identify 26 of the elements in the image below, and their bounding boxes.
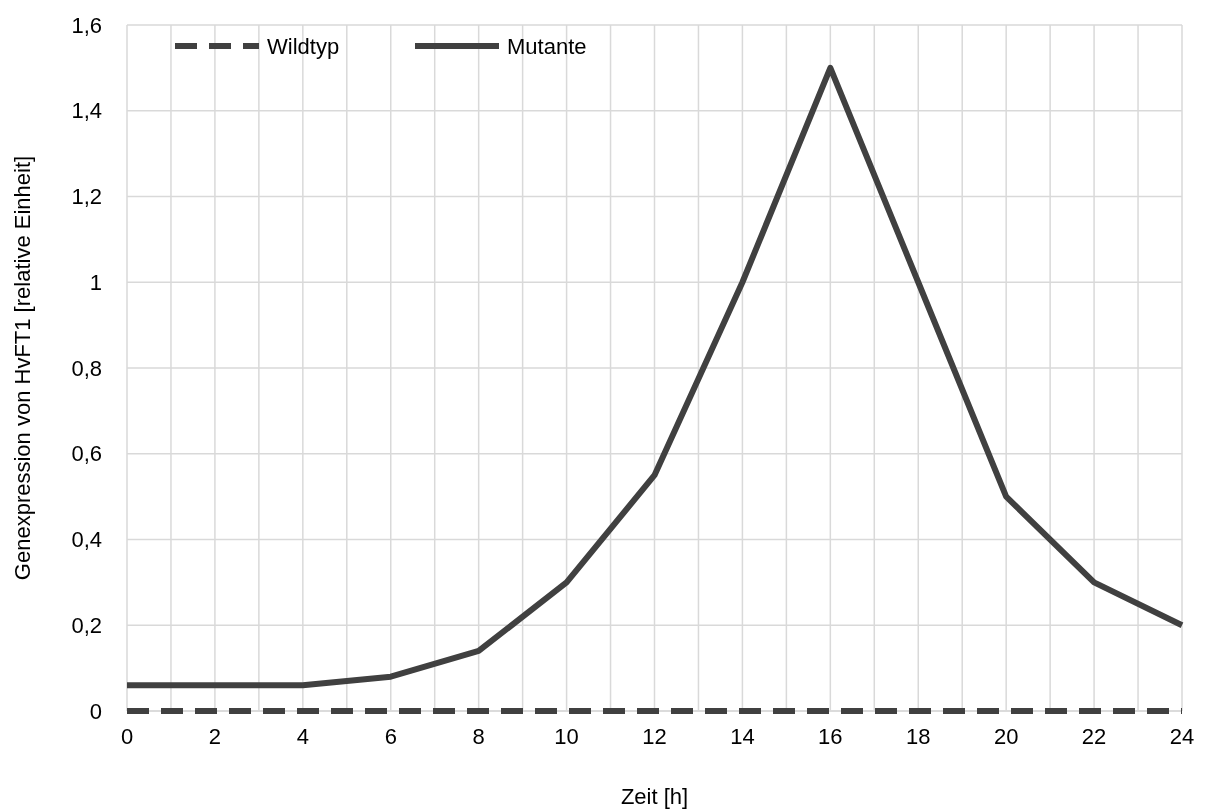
- x-tick-label: 18: [906, 724, 931, 749]
- x-tick-label: 16: [818, 724, 843, 749]
- y-tick-label: 1,2: [71, 184, 102, 210]
- x-tick-label: 12: [642, 724, 667, 749]
- x-tick-label: 20: [993, 724, 1019, 749]
- y-tick-label: 0: [89, 698, 102, 724]
- y-tick-label: 0,6: [71, 441, 102, 467]
- y-tick-label: 1: [89, 269, 102, 295]
- x-axis-title: Zeit [h]: [620, 784, 689, 809]
- x-tick-label: 8: [472, 724, 485, 749]
- x-tick-label: 6: [384, 724, 397, 749]
- x-tick-label: 14: [730, 724, 755, 749]
- x-tick-label: 24: [1169, 724, 1195, 749]
- x-tick-label: 4: [296, 724, 309, 749]
- y-tick-label: 1,6: [71, 12, 102, 38]
- y-tick-label: 1,4: [71, 98, 102, 124]
- legend-label: Mutante: [507, 33, 587, 59]
- y-tick-label: 0,4: [71, 527, 102, 553]
- y-tick-label: 0,2: [71, 612, 102, 638]
- legend-label: Wildtyp: [267, 33, 340, 59]
- x-tick-label: 0: [120, 724, 134, 749]
- x-tick-label: 22: [1081, 724, 1107, 749]
- y-tick-label: 0,8: [71, 355, 102, 381]
- x-tick-label: 10: [554, 724, 579, 749]
- x-tick-label: 2: [208, 724, 222, 749]
- y-axis-title: Genexpression von HvFT1 [relative Einheit]: [10, 155, 35, 581]
